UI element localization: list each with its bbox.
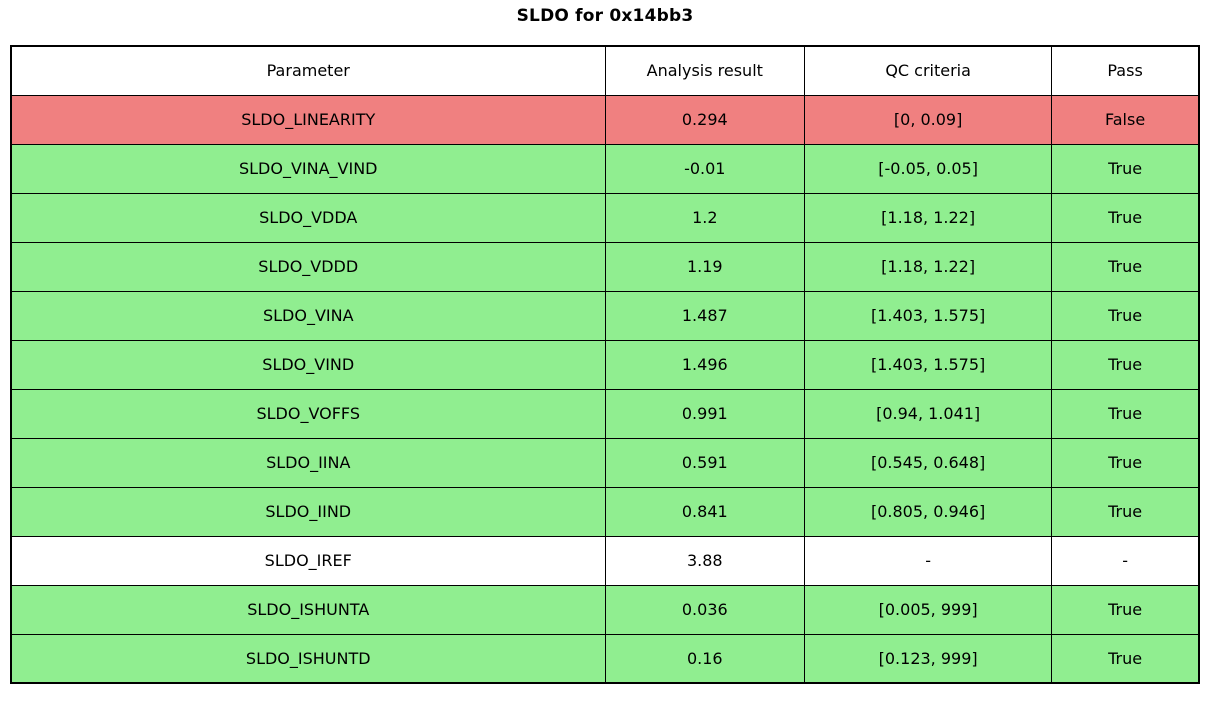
criteria-cell: [0.545, 0.648] (804, 437, 1053, 488)
pass-cell: False (1051, 94, 1200, 145)
criteria-cell: [1.403, 1.575] (804, 339, 1053, 390)
pass-cell: True (1051, 290, 1200, 341)
header-row: Parameter Analysis result QC criteria Pa… (10, 45, 1200, 96)
table-row: SLDO_ISHUNTD 0.16 [0.123, 999] True (10, 633, 1200, 684)
table-row: SLDO_VINA 1.487 [1.403, 1.575] True (10, 290, 1200, 341)
criteria-cell: [0.123, 999] (804, 633, 1053, 684)
pass-cell: True (1051, 388, 1200, 439)
criteria-cell: [1.18, 1.22] (804, 241, 1053, 292)
qc-results-table: Parameter Analysis result QC criteria Pa… (10, 45, 1200, 684)
table-row: SLDO_VIND 1.496 [1.403, 1.575] True (10, 339, 1200, 390)
parameter-cell: SLDO_ISHUNTD (10, 633, 606, 684)
pass-cell: - (1051, 535, 1200, 586)
column-header-parameter: Parameter (10, 45, 606, 96)
table-row: SLDO_VDDD 1.19 [1.18, 1.22] True (10, 241, 1200, 292)
table-row: SLDO_VOFFS 0.991 [0.94, 1.041] True (10, 388, 1200, 439)
result-cell: 3.88 (604, 535, 806, 586)
pass-cell: True (1051, 143, 1200, 194)
criteria-cell: [0, 0.09] (804, 94, 1053, 145)
pass-cell: True (1051, 633, 1200, 684)
criteria-cell: [-0.05, 0.05] (804, 143, 1053, 194)
parameter-cell: SLDO_IINA (10, 437, 606, 488)
result-cell: 0.991 (604, 388, 806, 439)
pass-cell: True (1051, 437, 1200, 488)
page-title: SLDO for 0x14bb3 (516, 6, 694, 26)
result-cell: 0.591 (604, 437, 806, 488)
pass-cell: True (1051, 339, 1200, 390)
result-cell: 1.2 (604, 192, 806, 243)
criteria-cell: [0.94, 1.041] (804, 388, 1053, 439)
parameter-cell: SLDO_VOFFS (10, 388, 606, 439)
column-header-analysis-result: Analysis result (604, 45, 806, 96)
table-body: SLDO_LINEARITY 0.294 [0, 0.09] False SLDO_VI… (10, 94, 1200, 684)
result-cell: 0.16 (604, 633, 806, 684)
table-row: SLDO_IIND 0.841 [0.805, 0.946] True (10, 486, 1200, 537)
pass-cell: True (1051, 486, 1200, 537)
result-cell: 0.036 (604, 584, 806, 635)
parameter-cell: SLDO_VINA (10, 290, 606, 341)
pass-cell: True (1051, 192, 1200, 243)
result-cell: 1.19 (604, 241, 806, 292)
result-cell: 1.496 (604, 339, 806, 390)
criteria-cell: [0.005, 999] (804, 584, 1053, 635)
result-cell: 0.841 (604, 486, 806, 537)
pass-cell: True (1051, 241, 1200, 292)
table-row: SLDO_ISHUNTA 0.036 [0.005, 999] True (10, 584, 1200, 635)
parameter-cell: SLDO_VDDA (10, 192, 606, 243)
table-row: SLDO_VINA_VIND -0.01 [-0.05, 0.05] True (10, 143, 1200, 194)
parameter-cell: SLDO_VIND (10, 339, 606, 390)
criteria-cell: [0.805, 0.946] (804, 486, 1053, 537)
parameter-cell: SLDO_VDDD (10, 241, 606, 292)
result-cell: -0.01 (604, 143, 806, 194)
pass-cell: True (1051, 584, 1200, 635)
column-header-pass: Pass (1051, 45, 1200, 96)
parameter-cell: SLDO_VINA_VIND (10, 143, 606, 194)
table-row: SLDO_IREF 3.88- - (10, 535, 1200, 586)
parameter-cell: SLDO_ISHUNTA (10, 584, 606, 635)
criteria-cell: [1.18, 1.22] (804, 192, 1053, 243)
column-header-qc-criteria: QC criteria (804, 45, 1053, 96)
table-row: SLDO_IINA 0.591 [0.545, 0.648] True (10, 437, 1200, 488)
criteria-cell: [1.403, 1.575] (804, 290, 1053, 341)
table-row: SLDO_LINEARITY 0.294 [0, 0.09] False (10, 94, 1200, 145)
criteria-cell: - (804, 535, 1053, 586)
parameter-cell: SLDO_IIND (10, 486, 606, 537)
parameter-cell: SLDO_IREF (10, 535, 606, 586)
table-row: SLDO_VDDA 1.2 [1.18, 1.22] True (10, 192, 1200, 243)
parameter-cell: SLDO_LINEARITY (10, 94, 606, 145)
result-cell: 1.487 (604, 290, 806, 341)
result-cell: 0.294 (604, 94, 806, 145)
